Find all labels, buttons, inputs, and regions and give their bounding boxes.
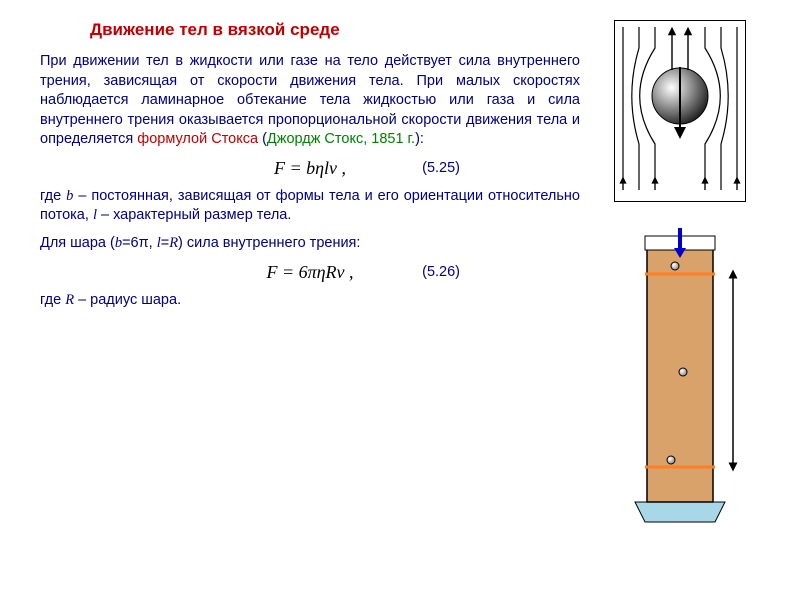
para-sphere: Для шара (b=6π, l=R) сила внутреннего тр…: [40, 234, 580, 254]
equation-5-25: F = bηlv , (5.25): [40, 158, 580, 179]
flow-diagram: [614, 20, 746, 202]
eq2-formula: F = 6πηRv: [266, 262, 344, 282]
eq2-number: (5.26): [422, 264, 460, 280]
para3-e: ) сила внутреннего трения:: [178, 235, 360, 251]
stokes-author: Джордж Стокс, 1851 г.: [267, 131, 415, 147]
para4-a: где: [40, 292, 65, 308]
para1-open: (: [258, 131, 267, 147]
para2-d: – характерный размер тела.: [97, 207, 291, 223]
section-title: Движение тел в вязкой среде: [90, 20, 580, 40]
para3-a: Для шара (: [40, 235, 115, 251]
para-b-definition: где b – постоянная, зависящая от формы т…: [40, 187, 580, 226]
para3-d: =: [161, 235, 169, 251]
eq1-comma: ,: [337, 158, 346, 178]
para2-a: где: [40, 188, 66, 204]
para1-close: ):: [415, 131, 424, 147]
stokes-formula-ref: формулой Стокса: [137, 131, 258, 147]
var-b2: b: [115, 235, 122, 251]
equation-5-26: F = 6πηRv , (5.26): [40, 262, 580, 283]
var-r: R: [65, 292, 74, 308]
eq1-formula: F = bηlv: [274, 158, 337, 178]
tube-diagram: [615, 222, 745, 537]
para-r-definition: где R – радиус шара.: [40, 291, 580, 311]
var-r-eq: R: [169, 235, 178, 251]
intro-paragraph: При движении тел в жидкости или газе на …: [40, 52, 580, 150]
eq1-number: (5.25): [422, 160, 460, 176]
eq2-comma: ,: [345, 262, 354, 282]
para3-c: =6π,: [122, 235, 157, 251]
para4-b: – радиус шара.: [74, 292, 181, 308]
